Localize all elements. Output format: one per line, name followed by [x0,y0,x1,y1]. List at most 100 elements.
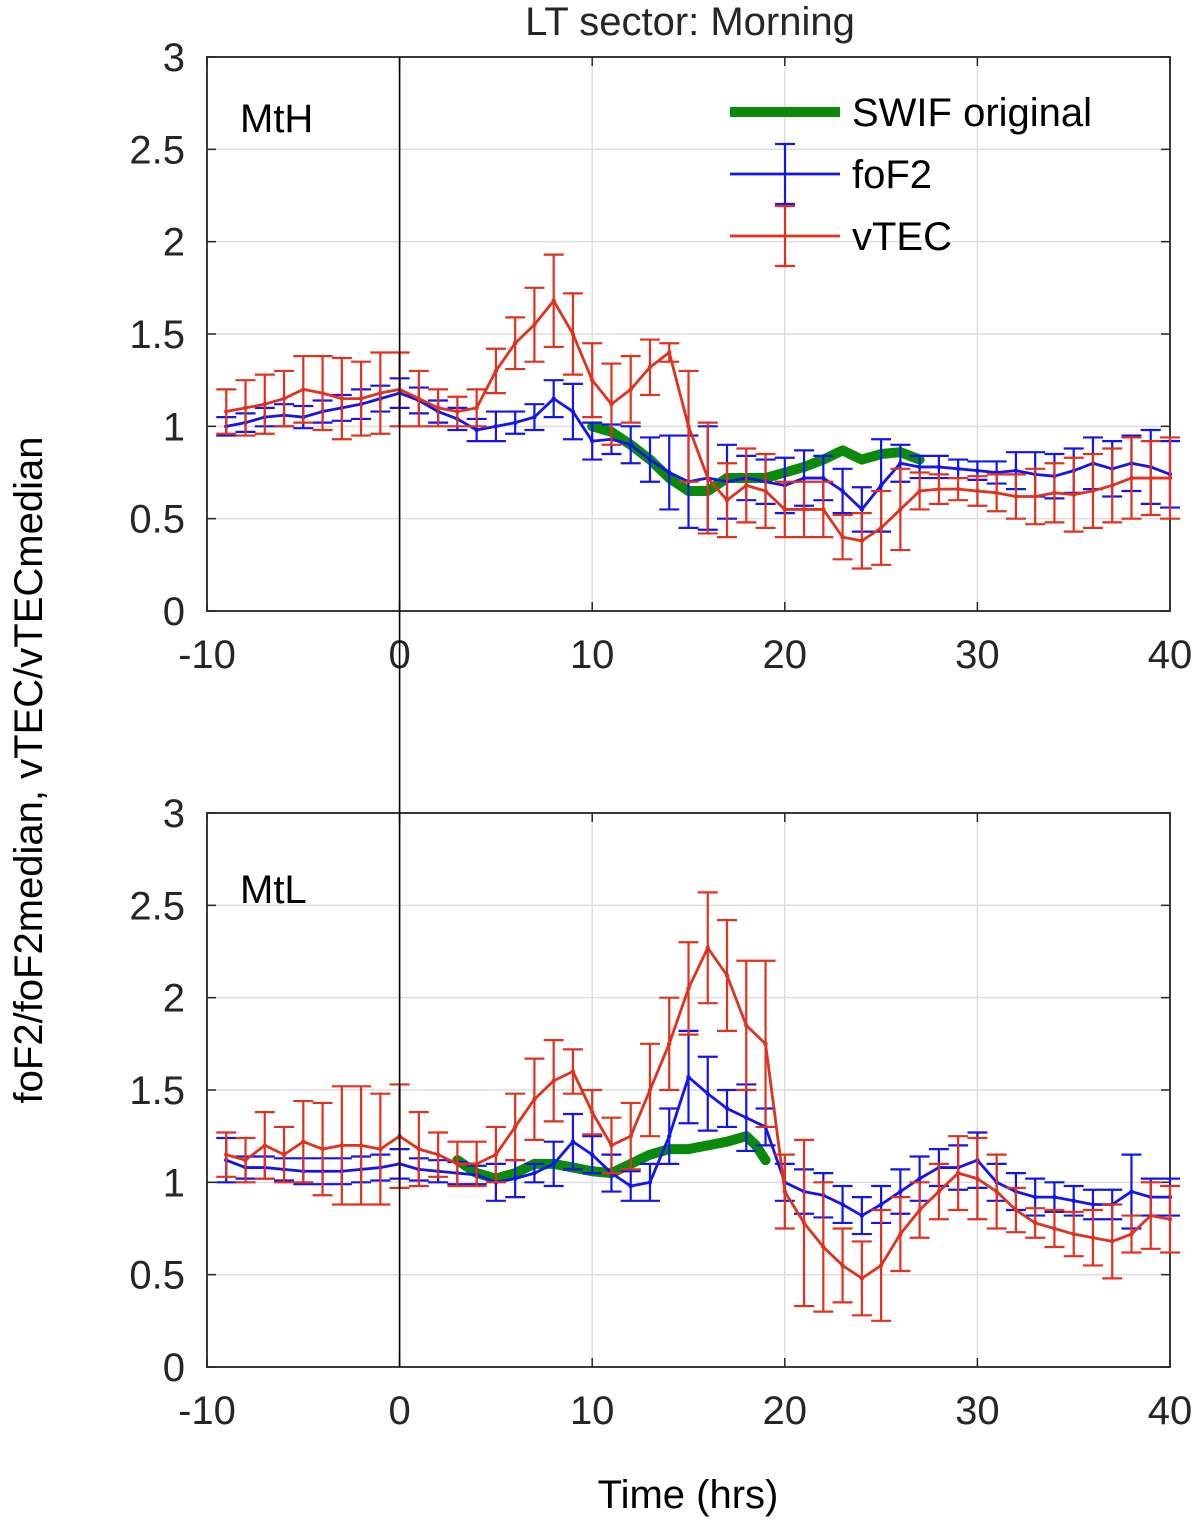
x-tick-label: 10 [570,1389,615,1433]
data-point [1090,1202,1096,1207]
data-point [898,507,903,512]
data-point [474,1161,479,1167]
data-point [455,409,460,414]
data-point [1013,494,1019,499]
data-point [782,1189,787,1194]
data-point [1071,1231,1076,1237]
data-point [782,507,787,512]
data-point [243,1157,248,1163]
data-point [994,1189,999,1194]
data-point [955,486,961,492]
data-point [1071,492,1076,497]
data-point [551,396,556,401]
data-point [512,341,518,346]
data-point [512,420,518,425]
data-point [1129,475,1134,481]
data-point [917,1207,922,1213]
data-point [320,390,325,396]
data-point [1071,1198,1076,1204]
data-point [1052,1226,1057,1231]
data-point [1129,1231,1134,1237]
legend-entry-vtec: vTEC [730,204,952,268]
data-point [532,322,537,327]
series-vtec [216,891,1180,1322]
y-tick-label: 1.5 [129,313,185,357]
panel-label: MtL [240,868,307,912]
data-point [378,390,383,396]
data-point [859,507,865,512]
data-point [339,396,345,401]
data-point [667,1041,672,1047]
data-point [262,1143,267,1148]
data-point [821,1244,826,1250]
data-point [243,405,248,411]
chart-title: LT sector: Morning [525,0,855,44]
data-point [898,1189,903,1194]
y-tick-label: 0 [163,1346,185,1390]
data-point [609,401,614,407]
data-point [416,1146,422,1152]
data-point [1129,1189,1134,1194]
y-tick-label: 2.5 [129,128,185,172]
data-point [1110,1239,1115,1244]
data-point [1052,490,1057,496]
data-point [532,1170,537,1176]
series-line [225,946,1171,1280]
legend-label: foF2 [852,153,932,197]
data-point [224,409,229,414]
data-point [801,1220,807,1226]
legend-entry-fof2: foF2 [730,142,932,206]
data-point [320,1146,325,1152]
data-point [609,1143,614,1148]
y-axis-label: foF2/foF2median, vTEC/vTECmedian [7,437,51,1104]
data-point [590,1109,595,1115]
data-point [840,488,845,494]
y-tick-label: 1.5 [129,1069,185,1113]
data-point [840,1202,845,1207]
data-point [975,468,980,473]
data-point [975,1176,980,1181]
data-point [936,464,942,470]
data-point [859,1276,865,1281]
data-point [647,1087,653,1093]
y-tick-label: 1 [163,405,185,449]
data-point [801,475,807,481]
data-point [705,475,710,481]
y-tick-label: 0 [163,590,185,634]
data-point [301,387,306,392]
data-point [724,498,730,503]
x-axis-label: Time (hrs) [598,1473,779,1517]
data-point [628,442,633,447]
x-tick-label: 0 [388,1389,410,1433]
data-point [1090,488,1096,494]
x-tick-label: -10 [178,633,236,677]
data-point [878,1263,884,1268]
series-line [225,299,1170,543]
data-point [570,1069,576,1074]
data-point [705,945,710,951]
data-point [898,1231,903,1237]
data-point [840,534,845,540]
x-tick-label: 40 [1148,633,1193,677]
data-point [512,1176,518,1181]
data-point [570,331,576,337]
data-point [878,483,884,488]
data-point [975,488,980,494]
data-point [1013,468,1019,473]
data-point [744,1115,749,1120]
data-point [262,401,267,407]
y-tick-label: 3 [163,36,185,80]
data-point [435,405,441,411]
data-point [301,1139,306,1144]
series-vtec [216,253,1180,570]
data-point [590,377,595,383]
data-point [551,1161,556,1167]
data-point [744,483,749,488]
data-point [435,1152,441,1157]
data-point [416,396,422,401]
x-tick-label: 20 [763,633,808,677]
data-point [744,1023,749,1028]
legend-entry-swif-original: SWIF original [730,91,1092,135]
data-point [917,464,922,470]
